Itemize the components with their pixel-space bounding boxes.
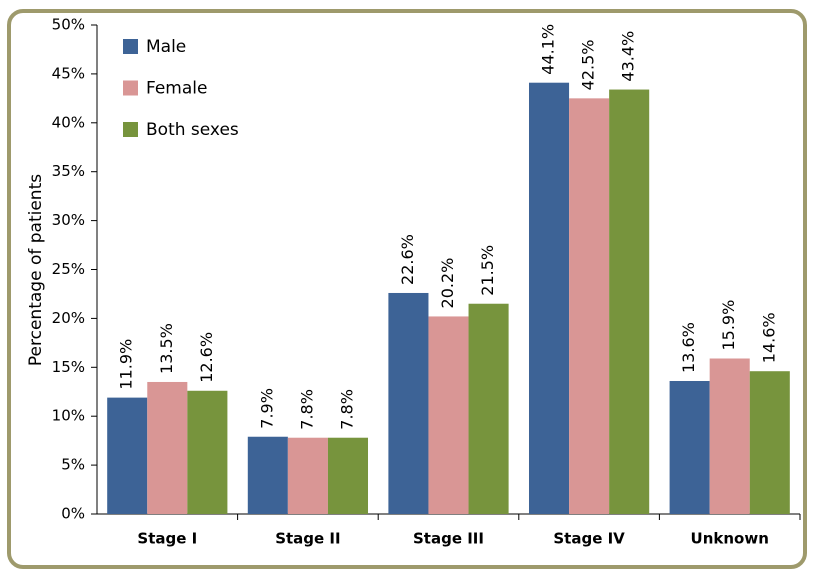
bar <box>468 303 509 514</box>
x-tick-label: Stage I <box>137 530 197 548</box>
y-tick-label: 0% <box>61 505 85 523</box>
bar <box>247 436 288 514</box>
y-tick-label: 5% <box>61 456 85 474</box>
bar <box>147 381 188 514</box>
value-label: 7.8% <box>297 389 316 430</box>
y-tick-label: 45% <box>52 64 85 82</box>
value-label: 7.9% <box>257 388 276 429</box>
y-tick-label: 25% <box>52 260 85 278</box>
value-label: 21.5% <box>478 245 497 296</box>
legend-swatch <box>123 39 138 54</box>
bar <box>609 89 650 514</box>
value-label: 15.9% <box>719 300 738 351</box>
y-tick-label: 15% <box>52 358 85 376</box>
legend-label: Female <box>146 79 207 99</box>
value-label: 11.9% <box>117 339 136 390</box>
x-tick-label: Stage III <box>413 530 484 548</box>
bar <box>327 437 369 514</box>
y-tick-label: 50% <box>52 16 85 34</box>
y-tick-label: 10% <box>52 407 85 425</box>
x-tick-label: Unknown <box>691 530 769 548</box>
bar <box>569 98 610 514</box>
value-label: 12.6% <box>197 332 216 383</box>
x-tick-label: Stage II <box>275 530 340 548</box>
legend-label: Both sexes <box>146 120 239 140</box>
bar <box>528 82 570 515</box>
bar <box>428 316 469 514</box>
bar <box>388 292 429 514</box>
bar <box>709 358 750 514</box>
y-tick-label: 35% <box>52 162 85 180</box>
x-tick-label: Stage IV <box>553 530 625 548</box>
bar <box>107 397 148 514</box>
legend-swatch <box>123 122 138 137</box>
value-label: 44.1% <box>539 24 558 75</box>
value-label: 7.8% <box>337 389 356 430</box>
value-label: 13.5% <box>157 323 176 374</box>
y-tick-label: 20% <box>52 309 85 327</box>
bar <box>187 390 228 514</box>
legend-label: Male <box>146 37 186 57</box>
y-tick-label: 30% <box>52 211 85 229</box>
bar <box>749 371 790 514</box>
value-label: 14.6% <box>759 312 778 363</box>
value-label: 43.4% <box>619 31 638 82</box>
value-label: 22.6% <box>398 234 417 285</box>
value-label: 13.6% <box>679 322 698 373</box>
bar <box>287 437 328 514</box>
value-label: 20.2% <box>438 258 457 309</box>
bar <box>669 380 710 514</box>
y-tick-label: 40% <box>52 113 85 131</box>
value-label: 42.5% <box>579 40 598 91</box>
y-axis-title: Percentage of patients <box>26 174 46 366</box>
legend-swatch <box>123 80 138 96</box>
